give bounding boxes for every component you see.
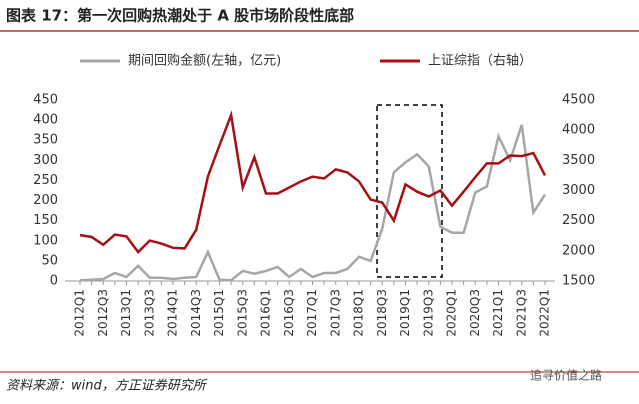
x-tick-label: 2019Q1 — [398, 289, 412, 337]
x-tick-label: 2020Q3 — [468, 289, 482, 337]
watermark: 追寻价值之路 — [530, 368, 602, 383]
y-tick-label: 0 — [50, 274, 58, 289]
y-tick-label: 300 — [33, 153, 58, 168]
x-tick-label: 2022Q1 — [538, 289, 552, 337]
x-tick-label: 2016Q1 — [259, 289, 273, 337]
y2-tick-label: 4000 — [562, 123, 595, 138]
x-tick-label: 2015Q1 — [212, 289, 226, 337]
legend-label: 上证综指（右轴） — [428, 54, 532, 69]
y-tick-label: 250 — [33, 173, 58, 188]
y-tick-label: 150 — [33, 213, 58, 228]
highlight-box — [376, 104, 443, 278]
source: 资料来源：wind，方正证券研究所 — [6, 378, 208, 394]
y-tick-label: 200 — [33, 193, 58, 208]
y-tick-label: 100 — [33, 233, 58, 248]
y-tick-label: 50 — [41, 253, 58, 268]
x-tick-label: 2016Q3 — [282, 289, 296, 337]
y-tick-label: 350 — [33, 133, 58, 148]
x-tick-label: 2018Q3 — [375, 289, 389, 337]
x-tick-label: 2021Q1 — [491, 289, 505, 337]
x-tick-label: 2012Q3 — [96, 289, 110, 337]
y2-tick-label: 1500 — [562, 274, 595, 289]
x-tick-label: 2017Q3 — [328, 289, 342, 337]
x-tick-label: 2014Q3 — [189, 289, 203, 337]
y2-tick-label: 4500 — [562, 93, 595, 108]
y2-tick-label: 3500 — [562, 153, 595, 168]
x-tick-label: 2013Q3 — [142, 289, 156, 337]
x-tick-label: 2019Q3 — [421, 289, 435, 337]
x-tick-label: 2015Q3 — [235, 289, 249, 337]
y-tick-label: 450 — [33, 93, 58, 108]
x-tick-label: 2017Q1 — [305, 289, 319, 337]
series-line — [79, 124, 547, 282]
y2-tick-label: 2500 — [562, 213, 595, 228]
y2-tick-label: 2000 — [562, 243, 595, 258]
legend-label: 期间回购金额(左轴，亿元) — [128, 53, 281, 69]
x-tick-label: 2013Q1 — [119, 289, 133, 337]
series-line — [79, 110, 547, 254]
chart-title: 图表 17：第一次回购热潮处于 A 股市场阶段性底部 — [6, 7, 354, 25]
x-tick-label: 2018Q1 — [352, 289, 366, 337]
x-tick-label: 2012Q1 — [73, 289, 87, 337]
x-tick-label: 2014Q1 — [166, 289, 180, 337]
y2-tick-label: 3000 — [562, 183, 595, 198]
y-tick-label: 400 — [33, 113, 58, 128]
x-tick-label: 2021Q3 — [514, 289, 528, 337]
x-tick-label: 2020Q1 — [445, 289, 459, 337]
